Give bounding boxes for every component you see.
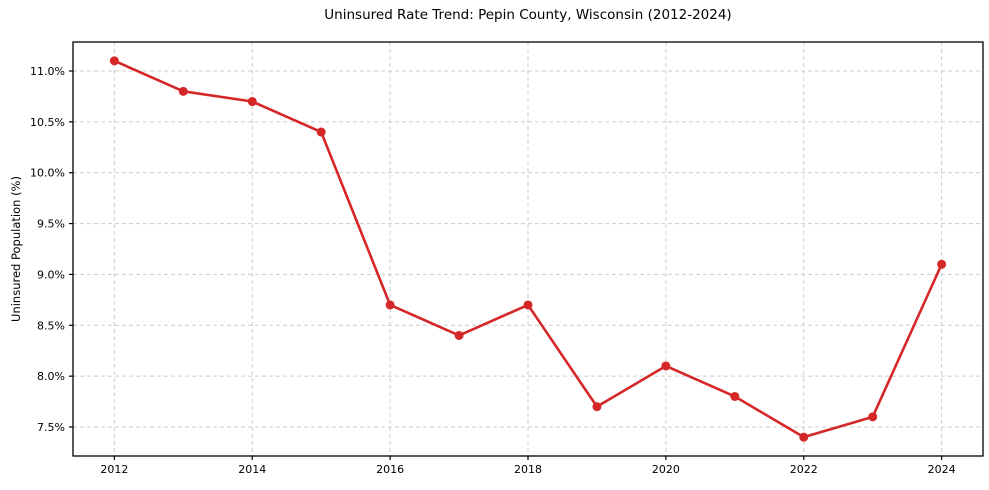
y-tick-label: 7.5% [37, 421, 65, 434]
data-point-marker [661, 361, 671, 371]
data-point-marker [178, 86, 188, 96]
data-point-marker [316, 127, 326, 137]
chart-title: Uninsured Rate Trend: Pepin County, Wisc… [324, 7, 732, 23]
x-tick-label: 2018 [514, 463, 542, 476]
x-tick-label: 2014 [238, 463, 266, 476]
data-point-marker [454, 330, 464, 340]
data-point-marker [937, 259, 947, 269]
data-point-marker [592, 402, 602, 412]
y-tick-label: 8.5% [37, 319, 65, 332]
data-point-marker [109, 56, 119, 66]
x-tick-label: 2024 [928, 463, 956, 476]
y-tick-label: 10.5% [30, 116, 65, 129]
data-point-marker [247, 97, 257, 107]
y-tick-label: 9.0% [37, 268, 65, 281]
data-point-marker [799, 432, 809, 442]
x-tick-label: 2012 [100, 463, 128, 476]
y-tick-label: 9.5% [37, 218, 65, 231]
x-tick-label: 2020 [652, 463, 680, 476]
y-tick-label: 8.0% [37, 370, 65, 383]
y-tick-label: 11.0% [30, 65, 65, 78]
x-tick-label: 2022 [790, 463, 818, 476]
y-tick-label: 10.0% [30, 167, 65, 180]
data-point-marker [523, 300, 533, 310]
data-point-marker [385, 300, 395, 310]
data-point-marker [730, 391, 740, 401]
data-point-marker [868, 412, 878, 422]
x-tick-label: 2016 [376, 463, 404, 476]
